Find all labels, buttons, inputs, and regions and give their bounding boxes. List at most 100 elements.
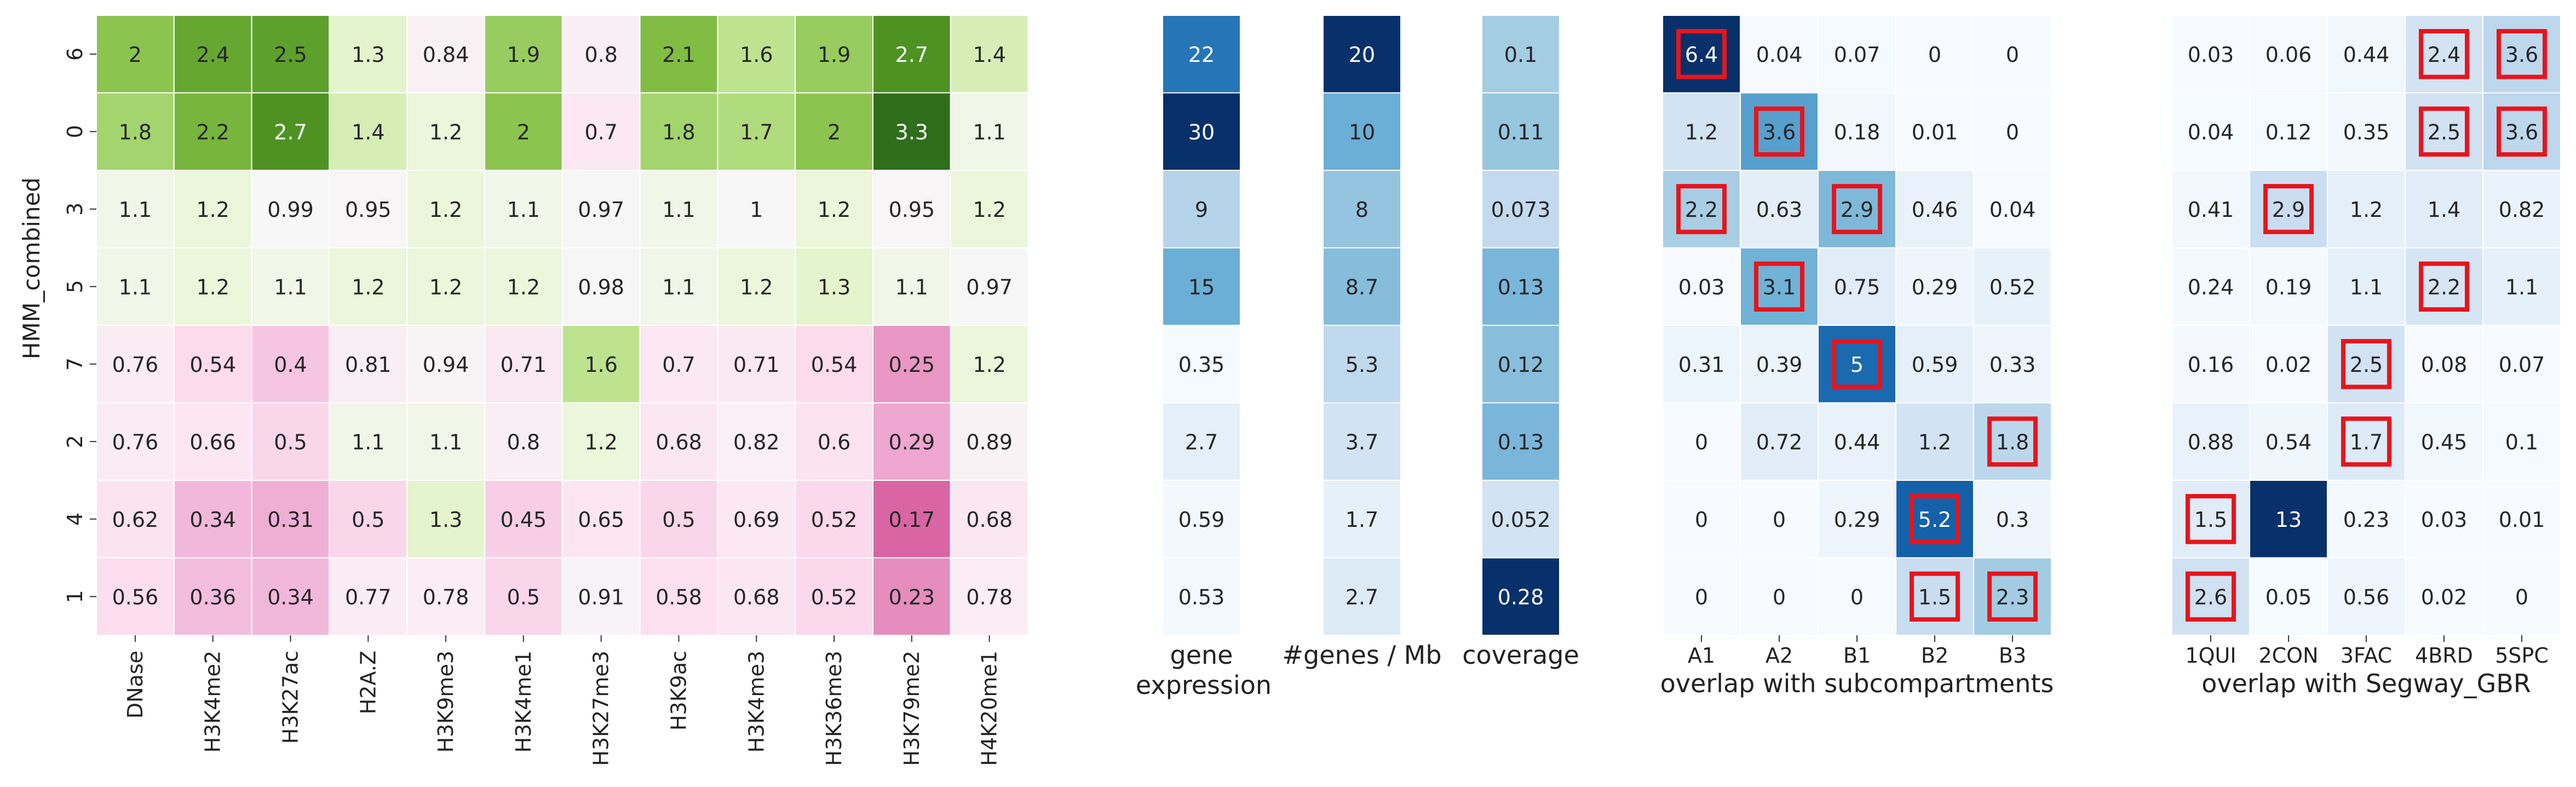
- heatmap-cell: [561, 402, 641, 481]
- cell-value-label: 0.06: [2266, 43, 2312, 67]
- cell-value-label: 2.3: [1996, 585, 2029, 609]
- cell-value-label: 3.6: [2505, 43, 2538, 67]
- cell-value-label: 0.5: [274, 430, 307, 454]
- heatmap-cell: [251, 247, 330, 326]
- heatmap-cell: [950, 170, 1029, 249]
- highlight-box: [2419, 29, 2469, 79]
- cell-value-label: 1.2: [740, 275, 773, 299]
- cell-value-label: 0.6: [818, 430, 850, 454]
- cell-value-label: 1.1: [895, 275, 928, 299]
- cell-value-label: 0.25: [889, 353, 935, 377]
- heatmap-cell: [1973, 170, 2052, 249]
- cell-value-label: 2.1: [662, 43, 695, 67]
- heatmap-cell: [2405, 170, 2483, 249]
- heatmap-cell: [96, 325, 175, 404]
- heatmap-cell: [1323, 170, 1401, 249]
- heatmap-cell: [2482, 402, 2561, 481]
- cell-value-label: 5.2: [1918, 508, 1951, 532]
- heatmap-cell: [484, 247, 563, 326]
- x-axis-label: overlap with subcompartments: [1660, 669, 2054, 698]
- heatmap-cell: [1740, 325, 1819, 404]
- cell-value-label: 0.34: [267, 585, 314, 609]
- heatmap-cell: [950, 92, 1029, 171]
- heatmap-cell: [2171, 480, 2250, 559]
- cell-value-label: 1.2: [2350, 198, 2383, 222]
- cell-value-label: 0.31: [267, 508, 314, 532]
- heatmap-cell: [484, 325, 563, 404]
- cell-value-label: 1.2: [1685, 120, 1718, 144]
- cell-value-label: 0.52: [811, 585, 858, 609]
- heatmap-cell: [2405, 325, 2483, 404]
- cell-value-label: 1.2: [818, 198, 850, 222]
- heatmap-cell: [1818, 15, 1896, 94]
- cell-value-label: 2.4: [2428, 43, 2460, 67]
- cell-value-label: 0.44: [2343, 43, 2390, 67]
- x-tick-label: 1QUI: [2185, 644, 2236, 668]
- cell-value-label: 5: [1850, 353, 1864, 377]
- cell-value-label: 0.1: [2505, 430, 2538, 454]
- heatmap-cell: [1895, 480, 1974, 559]
- highlight-box: [1676, 29, 1727, 79]
- heatmap-cell: [1818, 325, 1896, 404]
- heatmap-cell: [329, 15, 408, 94]
- heatmap-cell: [2327, 92, 2406, 171]
- y-tick-label: 4: [63, 513, 87, 526]
- highlight-box: [1754, 261, 1804, 312]
- cell-value-label: 0.68: [966, 508, 1013, 532]
- cell-value-label: 0.01: [2499, 508, 2545, 532]
- heatmap-cell: [1662, 92, 1741, 171]
- cell-value-label: 0.39: [1756, 353, 1803, 377]
- heatmap-cell: [1481, 92, 1560, 171]
- cell-value-label: 30: [1188, 120, 1215, 144]
- highlight-box: [1987, 571, 2038, 622]
- heatmap-cell: [329, 557, 408, 636]
- cell-value-label: 0.91: [578, 585, 624, 609]
- cell-value-label: 0.24: [2188, 275, 2234, 299]
- heatmap-cell: [872, 247, 951, 326]
- cell-value-label: 0.56: [2343, 585, 2390, 609]
- cell-value-label: 0.29: [1834, 508, 1881, 532]
- heatmap-cell: [1973, 480, 2052, 559]
- heatmap-cell: [1973, 557, 2052, 636]
- heatmap-cell: [1162, 170, 1241, 249]
- heatmap-cell: [406, 480, 486, 559]
- cell-value-label: 0.68: [656, 430, 702, 454]
- cell-value-label: 0.54: [189, 353, 236, 377]
- highlight-box: [2263, 184, 2314, 234]
- highlight-box: [1754, 106, 1804, 157]
- heatmap-panel-5: 0.03 0.06 0.44 2.4 3.6 0.04 0.12 0.35 2.5 3.6 0.41…: [2171, 15, 2561, 698]
- heatmap-cell: [173, 480, 252, 559]
- heatmap-cell: [1895, 92, 1974, 171]
- heatmap-cell: [484, 402, 563, 481]
- cell-value-label: 1.5: [2194, 508, 2227, 532]
- heatmap-cell: [1895, 247, 1974, 326]
- heatmap-cell: [2327, 557, 2406, 636]
- cell-value-label: 0.77: [345, 585, 392, 609]
- cell-value-label: 0.35: [1178, 353, 1225, 377]
- cell-value-label: 1: [750, 198, 763, 222]
- heatmap-cell: [1481, 402, 1560, 481]
- cell-value-label: 0.16: [2188, 353, 2234, 377]
- highlight-box: [2186, 571, 2236, 622]
- cell-value-label: 0: [1695, 430, 1708, 454]
- heatmap-cell: [1818, 170, 1896, 249]
- x-tick-label: H3K79me2: [900, 651, 924, 766]
- y-tick-label: 1: [63, 590, 87, 603]
- highlight-box: [1832, 184, 1882, 234]
- cell-value-label: 0.19: [2266, 275, 2312, 299]
- cell-value-label: 2.4: [196, 43, 229, 67]
- heatmap-cell: [2405, 15, 2483, 94]
- cell-value-label: 0.23: [2343, 508, 2390, 532]
- heatmap-cell: [1323, 15, 1401, 94]
- heatmap-cell: [561, 480, 641, 559]
- heatmap-cell: [173, 325, 252, 404]
- cell-value-label: 0: [2006, 43, 2019, 67]
- heatmap-cell: [717, 247, 796, 326]
- heatmap-cell: [96, 15, 175, 94]
- cell-value-label: 0: [1695, 508, 1708, 532]
- cell-value-label: 1.2: [196, 198, 229, 222]
- cell-value-label: 1.6: [740, 43, 773, 67]
- heatmap-cell: [717, 402, 796, 481]
- heatmap-cell: [2171, 402, 2250, 481]
- cell-value-label: 1.2: [196, 275, 229, 299]
